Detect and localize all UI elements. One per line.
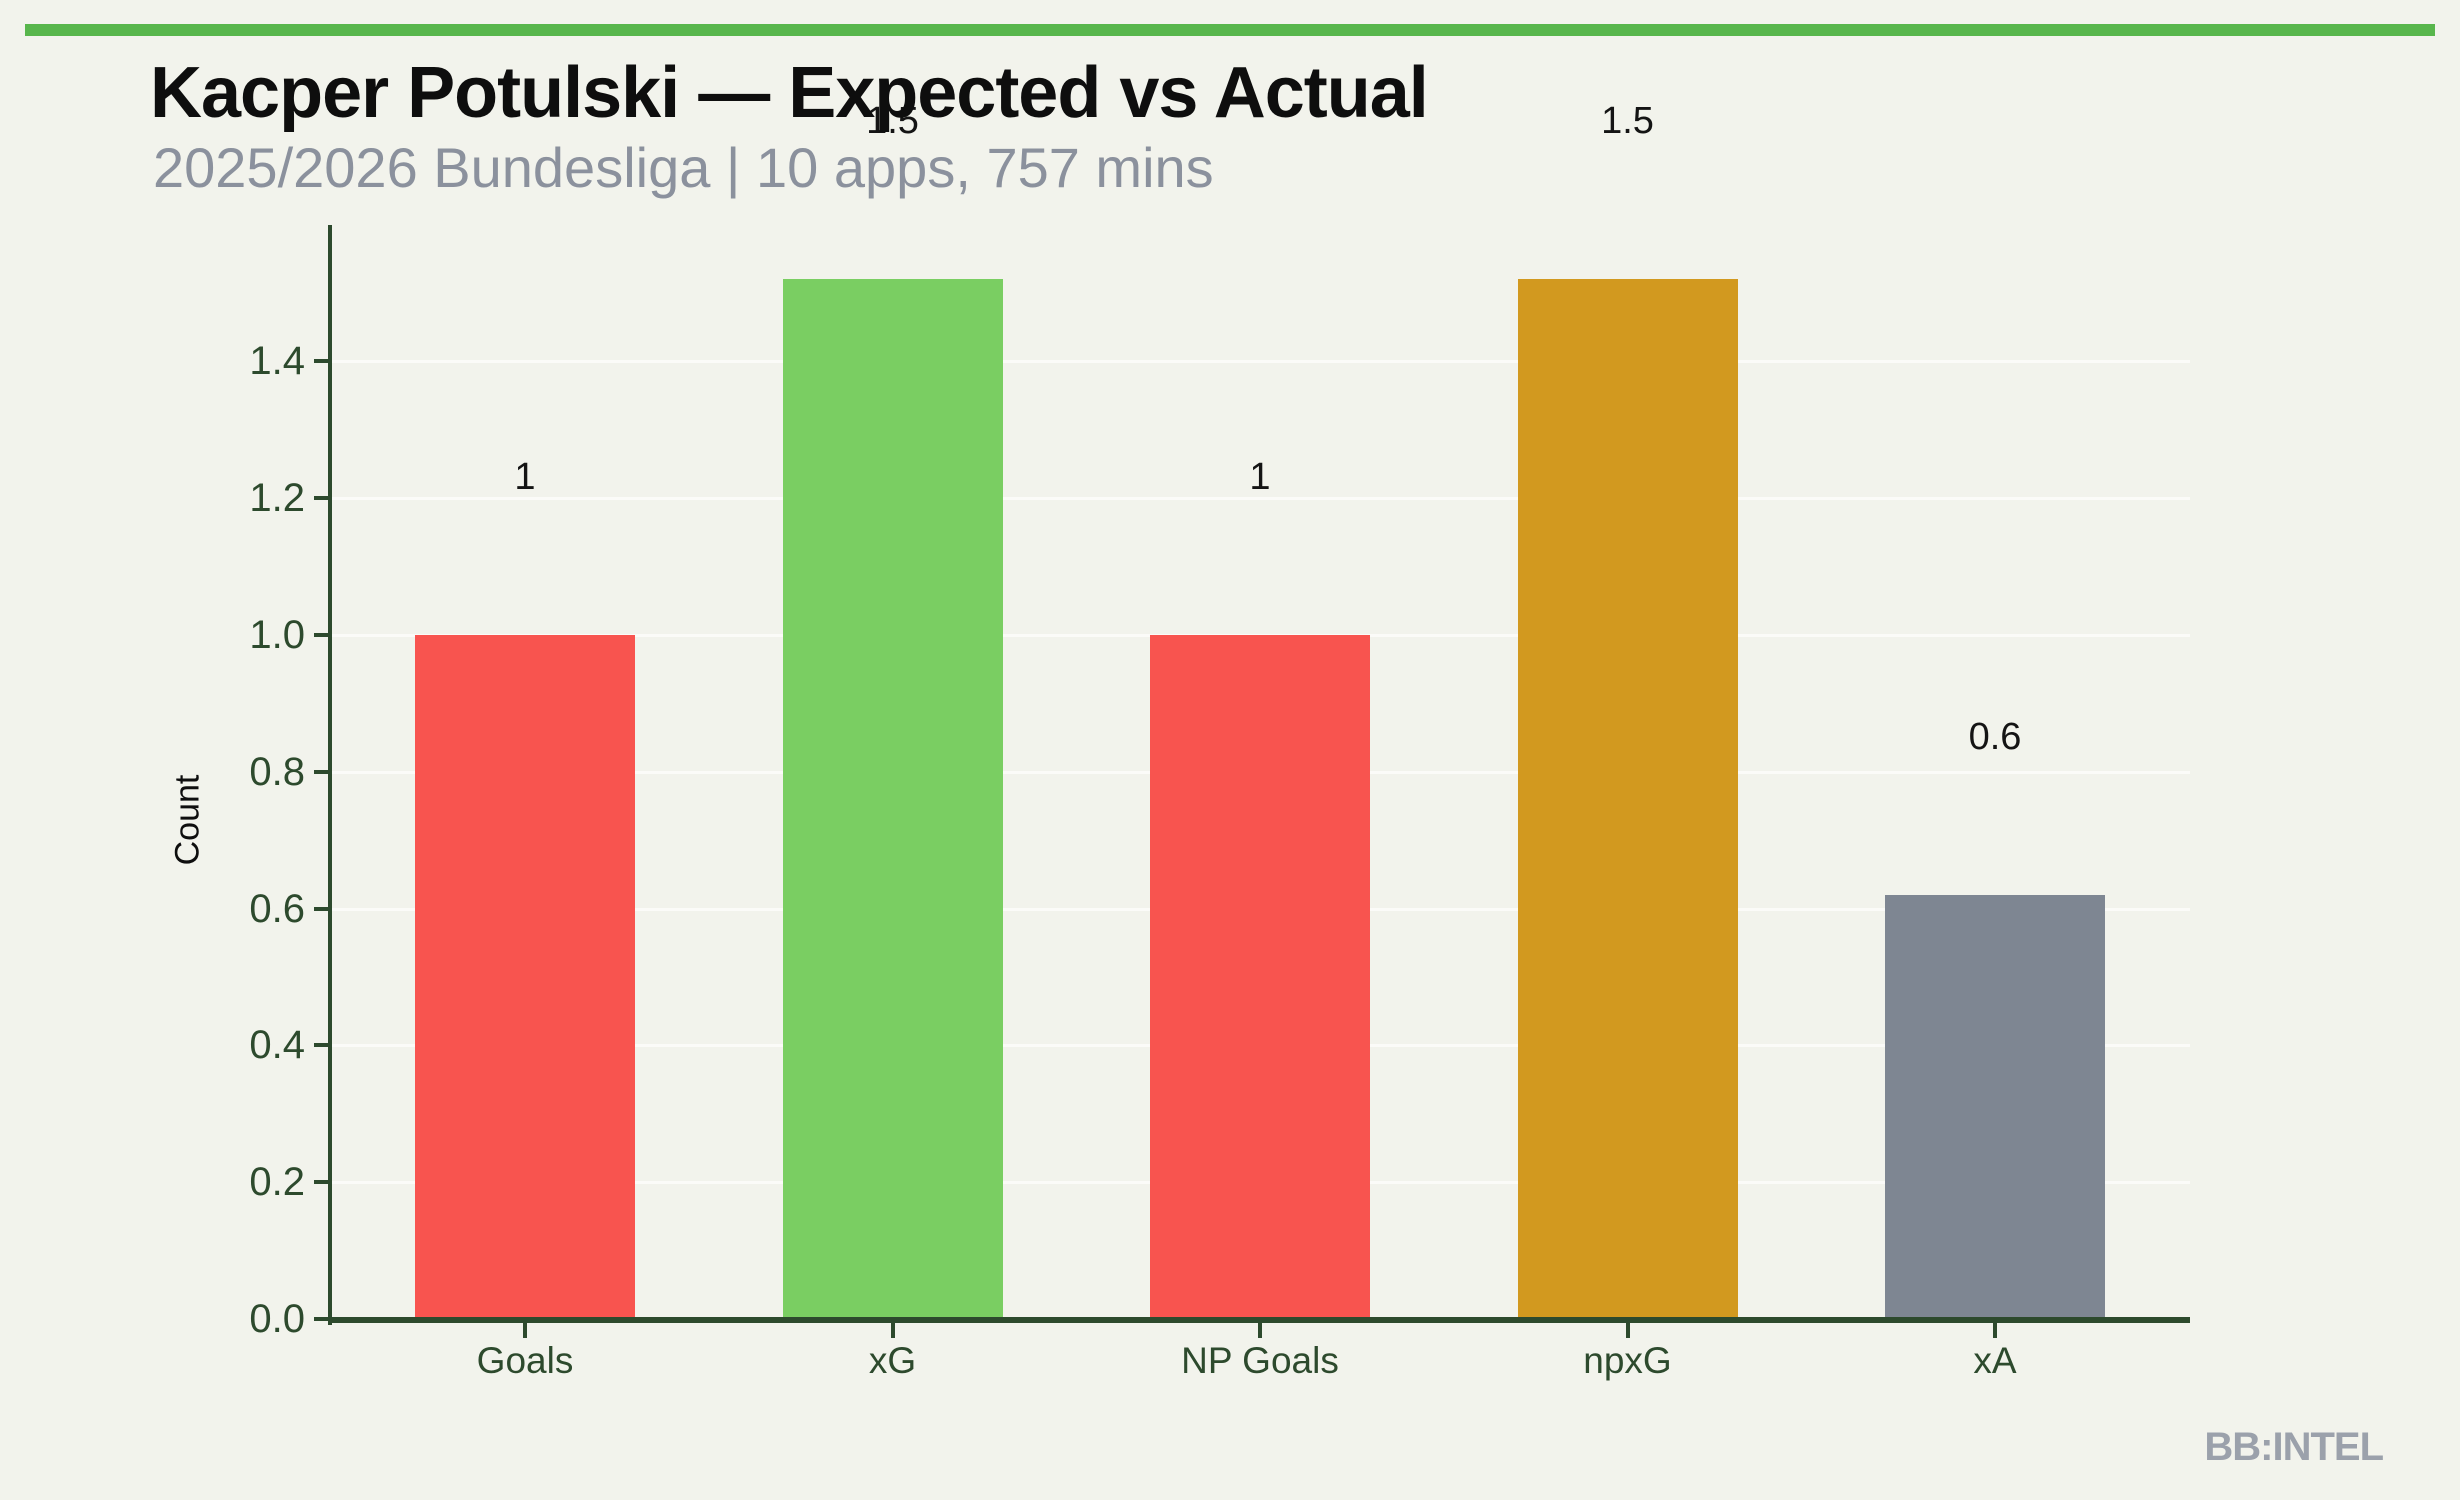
chart-subtitle: 2025/2026 Bundesliga | 10 apps, 757 mins: [153, 136, 1214, 199]
accent-banner: [25, 24, 2435, 36]
x-tick-label: xG: [868, 1340, 917, 1381]
bar-value-label: 1: [1249, 456, 1271, 498]
y-axis-title: Count: [168, 774, 207, 866]
x-tick-mark: [890, 1323, 895, 1338]
x-axis-line: [328, 1317, 2190, 1323]
bar-np-goals: [1150, 635, 1370, 1319]
x-tick-label: npxG: [1583, 1340, 1672, 1381]
bar-value-label: 1.5: [1601, 100, 1654, 143]
bar-value-label: 1.5: [866, 100, 919, 143]
y-tick-label: 0.4: [249, 1023, 305, 1068]
y-tick-label: 1.2: [249, 476, 305, 521]
bar-goals: [415, 635, 635, 1319]
bar-value-label: 1: [514, 456, 536, 498]
y-tick-mark: [314, 1043, 330, 1048]
y-tick-mark: [314, 496, 330, 501]
bar-xa: [1885, 894, 2105, 1319]
y-tick-label: 0.2: [249, 1160, 305, 1205]
brand-watermark: BB:INTEL: [2204, 1425, 2384, 1469]
y-tick-mark: [314, 906, 330, 911]
x-tick-mark: [523, 1323, 527, 1338]
y-tick-label: 1.4: [249, 339, 305, 384]
gridline: [332, 497, 2190, 501]
x-tick-label: NP Goals: [1181, 1340, 1339, 1381]
x-tick-mark: [1258, 1323, 1262, 1338]
x-tick-mark: [1625, 1323, 1630, 1338]
y-tick-label: 0.0: [249, 1297, 305, 1341]
chart-title: Kacper Potulski — Expected vs Actual: [150, 53, 1429, 133]
y-tick-label: 0.6: [249, 886, 305, 931]
gridline: [332, 360, 2190, 364]
bar-npxg: [1517, 279, 1738, 1319]
y-axis-line: [328, 225, 332, 1325]
x-tick-mark: [1993, 1323, 1997, 1338]
y-tick-mark: [314, 633, 330, 637]
y-tick-mark: [314, 769, 330, 774]
y-tick-label: 0.8: [249, 749, 305, 794]
y-tick-mark: [314, 1180, 330, 1185]
x-tick-label: xA: [1973, 1340, 2017, 1381]
y-tick-mark: [314, 1317, 330, 1321]
bar-xg: [782, 279, 1003, 1319]
y-tick-mark: [314, 359, 330, 364]
y-tick-label: 1.0: [249, 613, 305, 657]
x-tick-label: Goals: [476, 1340, 574, 1381]
bar-value-label: 0.6: [1968, 715, 2022, 758]
